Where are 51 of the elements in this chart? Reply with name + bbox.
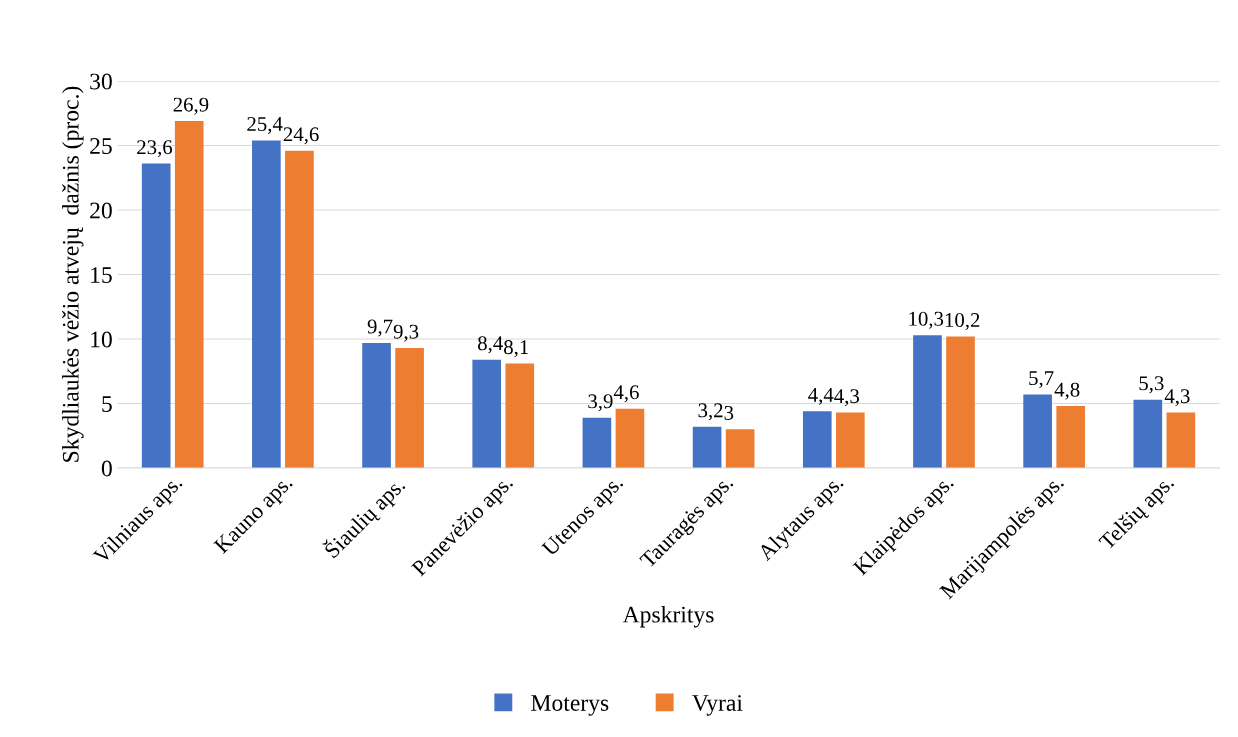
data-label: 10,3 — [909, 311, 944, 329]
legend-label: Vyrai — [692, 695, 743, 716]
y-tick-label: 30 — [90, 73, 112, 90]
bar — [362, 342, 391, 468]
bar — [1133, 399, 1163, 468]
y-tick-label: 20 — [90, 202, 112, 219]
bar — [472, 359, 502, 468]
data-label: 4,6 — [613, 385, 639, 403]
bar — [252, 140, 281, 468]
bar — [1023, 394, 1052, 468]
bar — [582, 417, 612, 468]
bar — [395, 348, 424, 468]
bar — [1166, 412, 1196, 468]
bar — [725, 429, 755, 468]
y-tick-label: 10 — [91, 331, 112, 348]
data-label: 4,3 — [834, 389, 860, 407]
data-label: 23,6 — [137, 140, 173, 158]
y-tick-label: 0 — [101, 460, 112, 477]
data-label: 3 — [724, 405, 734, 420]
y-axis-title: Skydliaukės vėžio atvejų dažnis (proc.) — [62, 86, 84, 462]
bar — [913, 335, 942, 468]
bar — [692, 426, 722, 468]
data-label: 5,3 — [1139, 376, 1164, 394]
bar — [141, 163, 171, 468]
bar — [946, 336, 975, 468]
bar — [802, 411, 832, 468]
data-label: 3,2 — [698, 403, 723, 421]
bar — [505, 363, 535, 468]
y-tick-label: 15 — [91, 267, 112, 283]
bar — [285, 150, 314, 468]
data-label: 3,9 — [588, 394, 613, 412]
bar — [174, 121, 204, 468]
bar — [1056, 406, 1086, 468]
bar — [615, 408, 645, 468]
x-axis-title: Apskritys — [622, 605, 714, 628]
y-tick-label: 5 — [102, 396, 112, 412]
data-label: 4,8 — [1054, 382, 1080, 400]
y-tick-label: 25 — [90, 138, 112, 154]
data-label: 10,2 — [945, 312, 980, 331]
data-label: 24,6 — [283, 127, 319, 145]
bar — [836, 412, 865, 468]
data-label: 26,9 — [173, 97, 209, 115]
data-label: 9,7 — [367, 319, 393, 337]
data-label: 5,7 — [1029, 371, 1054, 389]
data-label: 4,4 — [808, 387, 834, 405]
data-label: 9,3 — [393, 324, 419, 342]
legend-label: Moterys — [531, 695, 609, 716]
data-label: 4,3 — [1164, 389, 1190, 407]
data-label: 8,4 — [478, 336, 503, 354]
data-label: 8,1 — [504, 340, 529, 358]
data-label: 25,4 — [247, 117, 283, 135]
